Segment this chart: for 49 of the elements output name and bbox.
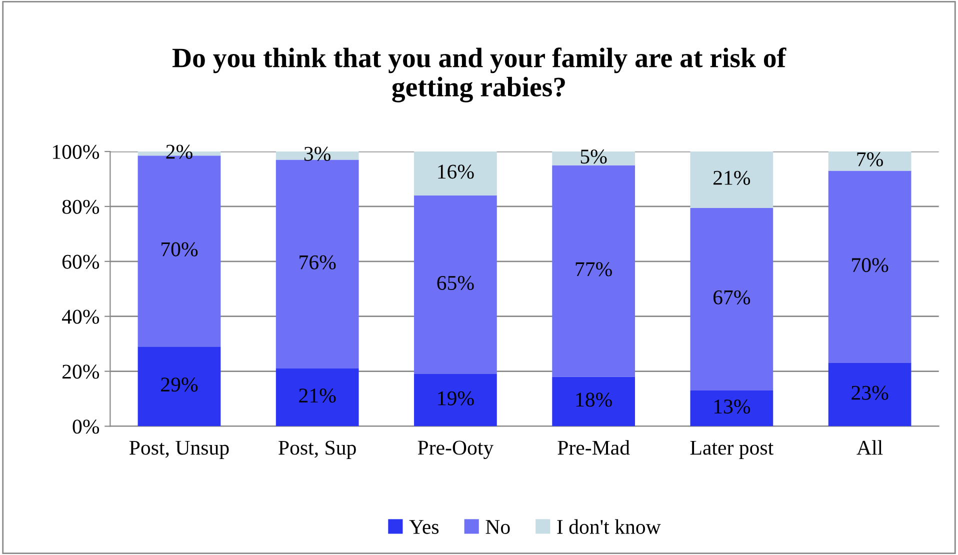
bar [828,363,912,426]
bar [828,152,912,171]
y-tick-label: 60% [62,254,100,269]
data-label: 13% [714,400,750,414]
data-label: 16% [438,164,474,179]
data-label: 3% [304,146,331,161]
legend-label: No [486,520,510,534]
data-label: 65% [437,276,474,290]
x-tick-label: Pre-Mad [558,440,630,455]
data-label: 76% [300,255,336,270]
data-label: 23% [852,386,888,400]
bar [414,152,497,196]
bar [276,160,359,369]
data-label: 2% [166,144,192,159]
data-label: 29% [161,378,198,392]
data-label: 5% [580,150,607,164]
bar [414,374,497,426]
bar [690,152,774,208]
data-label: 19% [438,391,474,406]
data-label: 18% [576,392,612,407]
data-label: 70% [852,258,888,272]
y-tick-label: 80% [62,200,100,214]
chart-title: Do you think that you and your family are at risk of getting rabies? [172,48,786,102]
bar [828,170,912,364]
bar [552,376,635,426]
bar [414,195,497,374]
bar [552,165,635,377]
data-label: 77% [576,262,612,276]
data-label: 21% [713,170,750,185]
x-tick-label: Post, Sup [278,440,356,460]
bar [690,390,774,426]
data-label: 7% [857,152,883,166]
x-tick-label: All [856,440,883,455]
y-tick-label: 40% [62,310,100,324]
bar [138,346,221,426]
y-tick-label: 0% [72,420,100,434]
x-tick-label: Pre-Ooty [418,440,494,460]
bar [690,208,774,391]
data-label: 67% [713,290,750,304]
data-label: 21% [299,388,336,403]
y-tick-label: 100% [52,144,100,160]
legend-label: I don't know [557,519,661,534]
y-tick-label: 20% [62,364,100,379]
legend-label: Yes [409,520,439,534]
x-tick-label: Post, Unsup [129,440,229,460]
data-label: 70% [162,242,198,256]
bar [276,368,359,426]
x-tick-label: Later post [690,440,774,460]
bar [552,152,635,166]
